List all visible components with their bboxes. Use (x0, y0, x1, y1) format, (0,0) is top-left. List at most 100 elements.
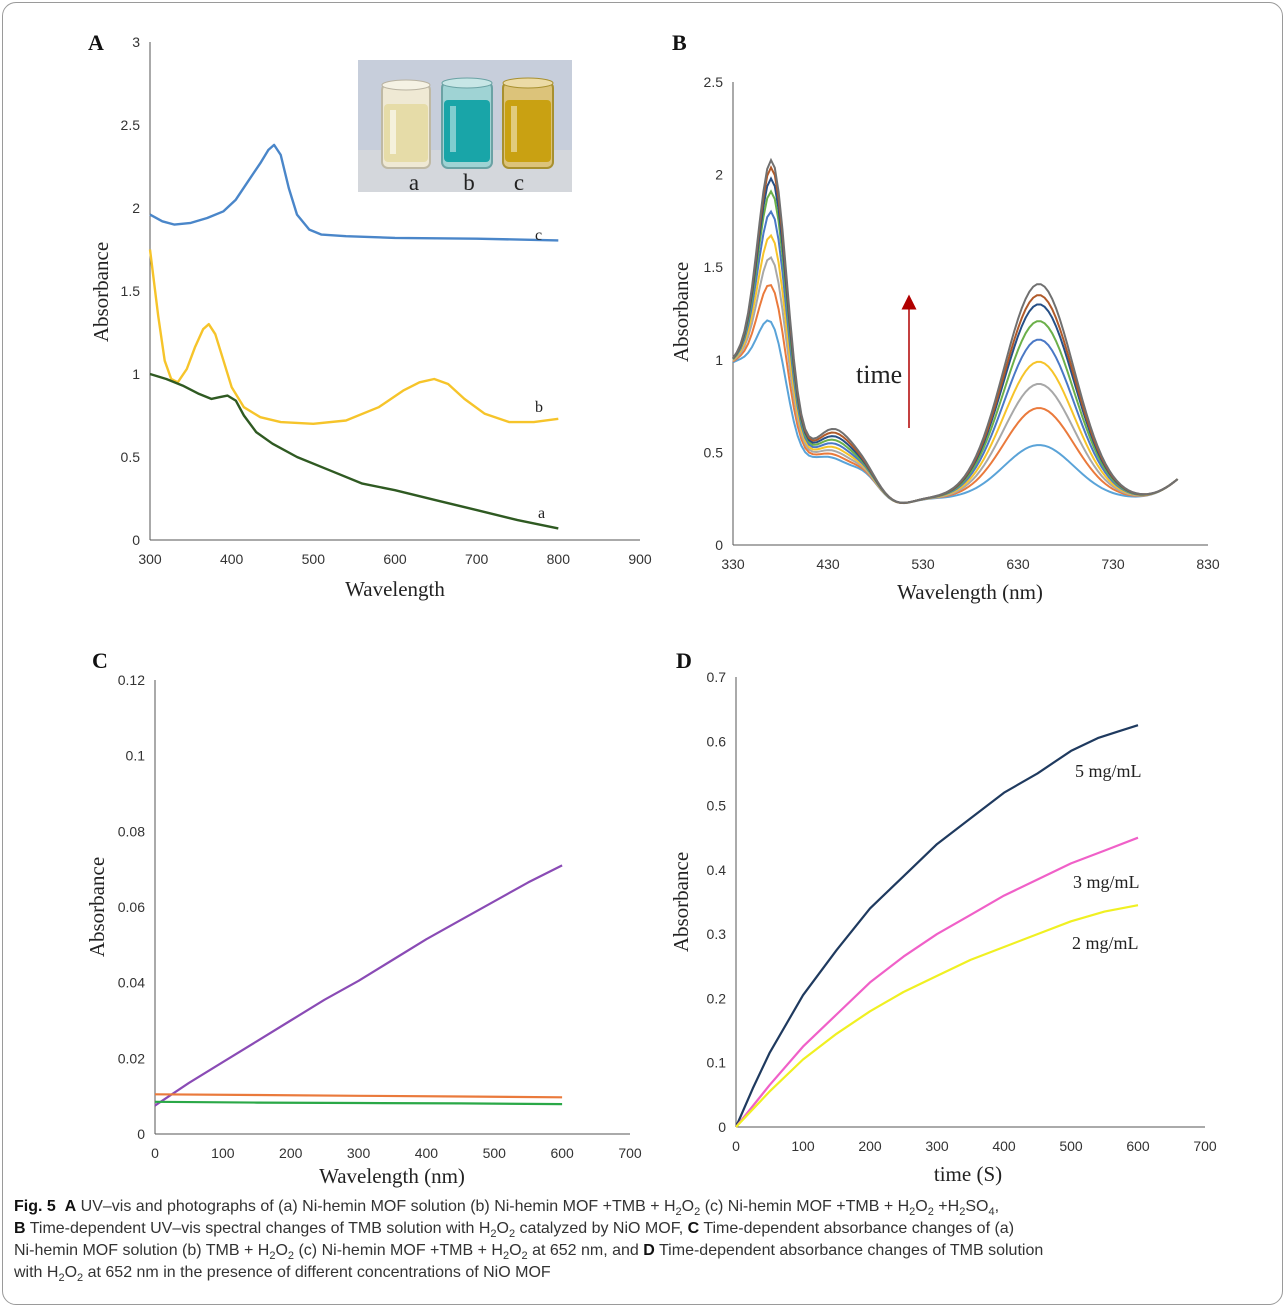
x-tick-label: 400 (220, 551, 244, 567)
panel-a-x-label: Wavelength (345, 577, 445, 601)
x-tick-label: 600 (1126, 1138, 1150, 1154)
panel-a-series-label-a: a (538, 505, 545, 522)
caption-line-4: with H2O2 at 652 nm in the presence of d… (14, 1264, 551, 1285)
x-tick-label: 700 (618, 1145, 642, 1161)
figure-caption: Fig. 5 A UV–vis and photographs of (a) N… (14, 1196, 1272, 1284)
panel-a-series-label-c: c (535, 227, 542, 244)
y-tick-label: 0.6 (707, 733, 727, 749)
x-tick-label: 0 (151, 1145, 159, 1161)
series-line (732, 283, 1179, 505)
panel-c-x-label: Wavelength (nm) (319, 1164, 465, 1188)
y-tick-label: 0.02 (118, 1050, 145, 1066)
panel-b-y-ticks: 0 0.5 1 1.5 2 2.5 (704, 74, 724, 553)
panel-a-letter: A (88, 30, 104, 55)
series-line (735, 904, 1139, 1128)
x-tick-label: 700 (465, 551, 489, 567)
panel-c-y-ticks: 0 0.02 0.04 0.06 0.08 0.1 0.12 (118, 672, 145, 1142)
y-tick-label: 2 (715, 167, 723, 183)
vial-a (381, 79, 431, 169)
y-tick-label: 1 (132, 366, 140, 382)
panel-c: C 0 0.02 0.04 0.06 0.08 0.1 0.12 0 100 200 300 400… (85, 648, 642, 1188)
x-tick-label: 430 (816, 556, 840, 572)
panel-d-x-ticks: 0 100 200 300 400 500 600 700 (732, 1138, 1217, 1154)
x-tick-label: 500 (483, 1145, 507, 1161)
y-tick-label: 0.5 (121, 449, 141, 465)
caption-line-1: Fig. 5 A UV–vis and photographs of (a) N… (14, 1198, 1000, 1219)
x-tick-label: 200 (279, 1145, 303, 1161)
series-line (732, 165, 1179, 504)
panel-a: A 0 0.5 1 1.5 2 2.5 3 300 400 500 600 700 800 900 Ab… (88, 30, 652, 601)
series-line (732, 189, 1179, 504)
panel-a-series (148, 143, 559, 530)
panel-a-y-ticks: 0 0.5 1 1.5 2 2.5 3 (121, 34, 141, 548)
chart-area: A 0 0.5 1 1.5 2 2.5 3 300 400 500 600 700 800 900 Ab… (85, 30, 1220, 1188)
caption-line-2: B Time-dependent UV–vis spectral changes… (14, 1220, 1015, 1241)
series-line (734, 724, 1139, 1128)
y-tick-label: 1 (715, 352, 723, 368)
series-line (732, 157, 1179, 504)
panel-d-legend-2mg: 2 mg/mL (1072, 933, 1139, 953)
series-line (154, 1100, 563, 1106)
panel-b-series (732, 157, 1179, 505)
x-tick-label: 100 (791, 1138, 815, 1154)
y-tick-label: 0.7 (707, 669, 727, 685)
y-tick-label: 0.5 (707, 798, 727, 814)
x-tick-label: 630 (1006, 556, 1030, 572)
panel-c-series (154, 864, 563, 1107)
series-line (732, 233, 1179, 505)
panel-c-y-label: Absorbance (85, 857, 109, 957)
y-tick-label: 0.04 (118, 975, 145, 991)
y-tick-label: 0.12 (118, 672, 145, 688)
y-tick-label: 2.5 (704, 74, 724, 90)
y-tick-label: 1.5 (704, 259, 724, 275)
y-tick-label: 1.5 (121, 283, 141, 299)
y-tick-label: 2 (132, 200, 140, 216)
vial-b (441, 77, 493, 169)
x-tick-label: 300 (138, 551, 162, 567)
x-tick-label: 830 (1196, 556, 1220, 572)
panel-a-y-label: Absorbance (89, 242, 113, 342)
panel-b-x-ticks: 330 430 530 630 730 830 (721, 556, 1220, 572)
x-tick-label: 300 (925, 1138, 949, 1154)
series-line (149, 143, 559, 242)
panel-b-x-label: Wavelength (nm) (897, 580, 1043, 604)
series-line (732, 209, 1179, 504)
y-tick-label: 0 (715, 537, 723, 553)
time-annotation: time (856, 360, 902, 389)
x-tick-label: 0 (732, 1138, 740, 1154)
panel-c-letter: C (92, 648, 108, 673)
y-tick-label: 2.5 (121, 117, 141, 133)
x-tick-label: 500 (1059, 1138, 1083, 1154)
y-tick-label: 0.2 (707, 990, 727, 1006)
y-tick-label: 0 (718, 1119, 726, 1135)
panel-b-y-label: Absorbance (669, 262, 693, 362)
y-tick-label: 0.4 (707, 862, 727, 878)
panel-b-letter: B (672, 30, 687, 55)
y-tick-label: 0.1 (126, 748, 146, 764)
series-line (149, 372, 559, 530)
y-tick-label: 0 (132, 532, 140, 548)
series-line (732, 256, 1179, 505)
series-line (735, 836, 1139, 1128)
series-line (732, 319, 1179, 505)
panel-d-y-ticks: 0 0.1 0.2 0.3 0.4 0.5 0.6 0.7 (707, 669, 727, 1135)
y-tick-label: 0.1 (707, 1055, 727, 1071)
x-tick-label: 600 (550, 1145, 574, 1161)
x-tick-label: 700 (1193, 1138, 1217, 1154)
x-tick-label: 400 (992, 1138, 1016, 1154)
y-tick-label: 0 (137, 1126, 145, 1142)
panel-d: D 0 0.1 0.2 0.3 0.4 0.5 0.6 0.7 0 100 200 300 400 50… (669, 648, 1217, 1186)
vial-label-a: a (409, 170, 419, 195)
panel-c-x-ticks: 0 100 200 300 400 500 600 700 (151, 1145, 642, 1161)
panel-b: B 0 0.5 1 1.5 2 2.5 330 430 530 630 730 830 Absorb… (669, 30, 1220, 604)
y-tick-label: 0.3 (707, 926, 727, 942)
panel-d-letter: D (676, 648, 692, 673)
panel-d-x-label: time (S) (934, 1162, 1002, 1186)
vial-c (502, 77, 554, 169)
x-tick-label: 200 (858, 1138, 882, 1154)
vial-label-c: c (514, 170, 524, 195)
x-tick-label: 500 (302, 551, 326, 567)
y-tick-label: 0.06 (118, 899, 145, 915)
